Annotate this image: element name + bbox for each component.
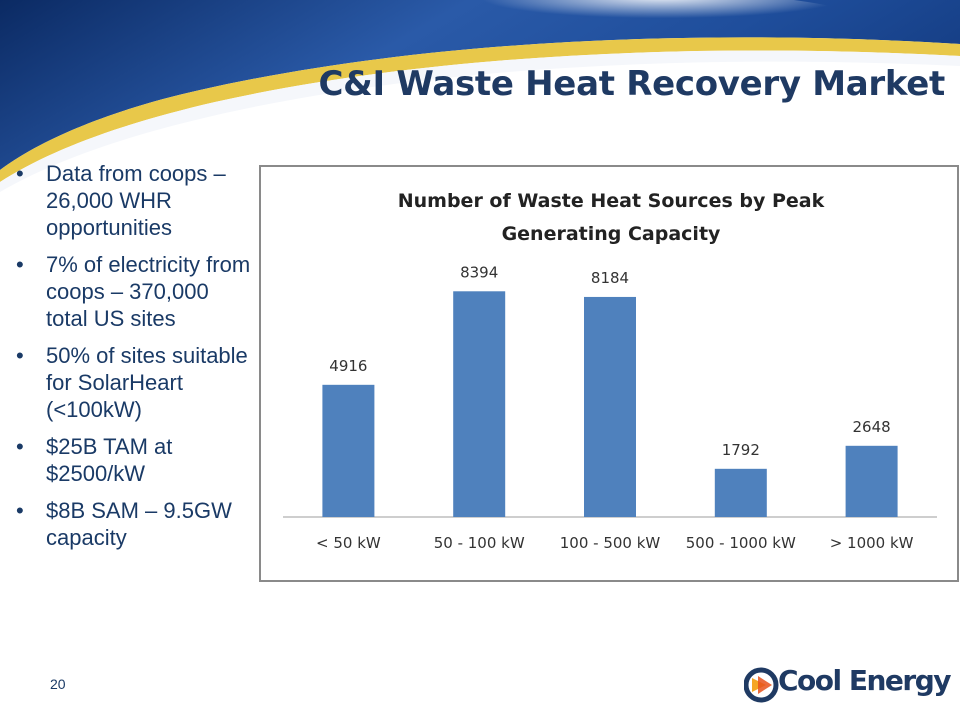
- bullet-text: $8B SAM – 9.5GW capacity: [46, 498, 232, 550]
- bar: [714, 468, 767, 517]
- bullet-item: • $8B SAM – 9.5GW capacity: [12, 497, 252, 551]
- x-tick-label: 50 - 100 kW: [434, 534, 525, 552]
- logo-mark-icon: [744, 667, 779, 703]
- data-label: 2648: [853, 418, 891, 436]
- chart-title-line: Generating Capacity: [502, 223, 721, 245]
- data-label: 4916: [329, 357, 367, 375]
- bar-chart: Number of Waste Heat Sources by Peak Gene…: [283, 190, 937, 552]
- bullet-dot-icon: •: [16, 343, 24, 368]
- bar: [453, 291, 506, 517]
- bullet-text: 50% of sites suitable for SolarHeart (<1…: [46, 343, 248, 422]
- bullet-text: Data from coops – 26,000 WHR opportuniti…: [46, 161, 226, 240]
- bar: [322, 384, 375, 517]
- bar: [584, 296, 636, 517]
- chart-title-line: Number of Waste Heat Sources by Peak: [398, 190, 825, 212]
- slide-title: C&I Waste Heat Recovery Market: [318, 64, 945, 104]
- data-label: 8184: [591, 269, 629, 287]
- data-label: 1792: [722, 441, 760, 459]
- bullet-item: • Data from coops – 26,000 WHR opportunit…: [12, 160, 252, 241]
- page-number: 20: [50, 676, 66, 692]
- chart-frame: Number of Waste Heat Sources by Peak Gene…: [259, 165, 959, 582]
- bullet-item: • $25B TAM at $2500/kW: [12, 433, 252, 487]
- bullet-text: $25B TAM at $2500/kW: [46, 434, 173, 486]
- data-label: 8394: [460, 263, 498, 281]
- x-tick-label: 100 - 500 kW: [560, 534, 661, 552]
- x-tick-label: 500 - 1000 kW: [686, 534, 796, 552]
- bullet-dot-icon: •: [16, 434, 24, 459]
- bullet-dot-icon: •: [16, 498, 24, 523]
- header-swoosh-background: [0, 0, 960, 192]
- bullet-text: 7% of electricity from coops – 370,000 t…: [46, 252, 251, 331]
- x-tick-label: < 50 kW: [316, 534, 381, 552]
- bar: [845, 445, 898, 517]
- bullet-list: • Data from coops – 26,000 WHR opportunit…: [12, 160, 252, 561]
- cool-energy-logo: [744, 667, 779, 703]
- bullet-dot-icon: •: [16, 161, 24, 186]
- bullet-item: • 50% of sites suitable for SolarHeart (<…: [12, 342, 252, 423]
- bullet-dot-icon: •: [16, 252, 24, 277]
- bullet-item: • 7% of electricity from coops – 370,000 …: [12, 251, 252, 332]
- logo-text: Cool Energy: [778, 664, 952, 697]
- x-tick-label: > 1000 kW: [830, 534, 914, 552]
